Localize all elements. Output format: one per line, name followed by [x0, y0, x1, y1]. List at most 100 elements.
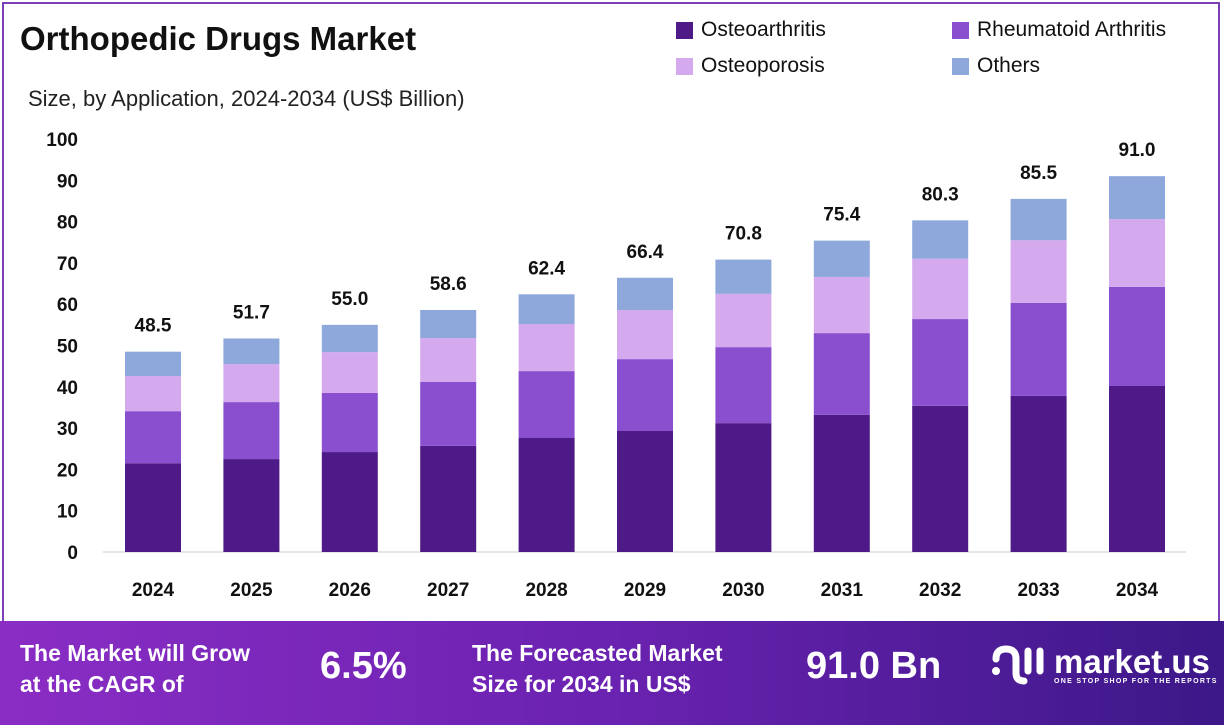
y-tick-label: 50 [57, 337, 78, 358]
x-tick-label: 2033 [1017, 580, 1059, 601]
bar-segment-osteoporosis [1109, 219, 1165, 287]
y-tick-label: 40 [57, 378, 78, 399]
bar-segment-osteoporosis [321, 352, 378, 393]
total-label: 75.4 [823, 205, 860, 226]
bar-segment-osteoarthritis [223, 459, 280, 552]
bar-segment-rheumatoid-arthritis [420, 381, 477, 446]
bar-chart: 010203040506070809010048.5202451.7202555… [46, 130, 1186, 601]
total-label: 51.7 [233, 302, 270, 323]
y-tick-label: 90 [57, 171, 78, 192]
bar-segment-others [912, 220, 969, 259]
x-tick-label: 2032 [919, 580, 961, 601]
bar-segment-others [715, 259, 772, 294]
legend-label: Osteoarthritis [701, 18, 826, 41]
forecast-label-line: The Forecasted Market [472, 640, 723, 666]
x-tick-label: 2024 [132, 580, 175, 601]
bar-segment-others [813, 240, 870, 277]
bar-segment-osteoarthritis [420, 445, 477, 552]
bar-segment-osteoporosis [617, 309, 673, 360]
x-tick-label: 2028 [525, 580, 567, 601]
logo-tagline: ONE STOP SHOP FOR THE REPORTS [1054, 677, 1218, 685]
logo-icon [992, 645, 1044, 685]
forecast-value: 91.0 Bn [806, 645, 942, 687]
bar-segment-osteoporosis [125, 376, 181, 412]
total-label: 62.4 [528, 258, 565, 279]
total-label: 70.8 [725, 224, 762, 245]
logo-name: market.us [1054, 642, 1210, 680]
bar-segment-rheumatoid-arthritis [518, 371, 575, 439]
legend-swatch [676, 21, 693, 39]
x-tick-label: 2034 [1116, 580, 1159, 601]
total-label: 66.4 [627, 242, 664, 263]
legend-swatch [676, 57, 693, 75]
bar-segment-osteoporosis [223, 364, 280, 403]
legend-label: Others [977, 54, 1041, 77]
y-tick-label: 100 [46, 130, 78, 151]
bar-segment-osteoarthritis [125, 463, 181, 552]
bar-segment-rheumatoid-arthritis [617, 359, 673, 431]
y-tick-label: 80 [57, 213, 78, 234]
bar-segment-others [518, 294, 575, 325]
bar-segment-osteoporosis [715, 293, 772, 348]
x-tick-label: 2025 [230, 580, 273, 601]
bar-segment-rheumatoid-arthritis [1010, 302, 1067, 396]
bar-segment-osteoarthritis [1109, 385, 1165, 552]
bar-segment-osteoporosis [1010, 240, 1067, 303]
bar-segment-osteoarthritis [912, 405, 969, 552]
bar-segment-others [1010, 198, 1067, 241]
legend-swatch [952, 57, 969, 75]
bar-segment-rheumatoid-arthritis [715, 347, 772, 424]
x-tick-label: 2026 [329, 580, 371, 601]
bar-segment-osteoporosis [518, 324, 575, 372]
legend-item-osteoporosis: Osteoporosis [676, 54, 825, 78]
legend-item-others: Others [952, 54, 1040, 78]
bar-segment-rheumatoid-arthritis [1109, 286, 1165, 386]
legend-swatch [952, 21, 969, 39]
bar-segment-others [1109, 176, 1165, 220]
x-tick-label: 2030 [722, 580, 764, 601]
cagr-label-line: The Market will Grow [20, 640, 251, 666]
bar-segment-osteoarthritis [813, 414, 870, 552]
y-tick-label: 0 [67, 543, 78, 564]
total-label: 58.6 [430, 274, 467, 295]
bar-segment-others [420, 309, 477, 339]
market-us-logo: market.us ONE STOP SHOP FOR THE REPORTS [990, 643, 1218, 687]
forecast-label: The Forecasted Market Size for 2034 in US… [472, 638, 782, 700]
bar-segment-osteoporosis [420, 338, 477, 382]
x-tick-label: 2029 [624, 580, 666, 601]
bar-segment-osteoporosis [813, 276, 870, 334]
bar-segment-osteoarthritis [321, 452, 378, 552]
bar-segment-others [617, 277, 673, 310]
total-label: 91.0 [1119, 140, 1156, 161]
bar-segment-osteoarthritis [715, 423, 772, 552]
total-label: 80.3 [922, 184, 959, 205]
y-tick-label: 20 [57, 460, 78, 481]
bar-segment-rheumatoid-arthritis [223, 402, 280, 460]
legend-item-rheumatoid-arthritis: Rheumatoid Arthritis [952, 18, 1166, 42]
total-label: 48.5 [135, 316, 172, 337]
cagr-value: 6.5% [320, 645, 407, 687]
bar-segment-others [223, 338, 280, 365]
bar-segment-others [321, 324, 378, 353]
x-tick-label: 2031 [821, 580, 864, 601]
forecast-label-line: Size for 2034 in US$ [472, 671, 691, 697]
bar-segment-rheumatoid-arthritis [813, 333, 870, 415]
bar-segment-osteoarthritis [1010, 395, 1067, 552]
cagr-label-line: at the CAGR of [20, 671, 184, 697]
bar-segment-osteoarthritis [617, 430, 673, 552]
y-tick-label: 70 [57, 254, 78, 275]
chart-title: Orthopedic Drugs Market [20, 20, 417, 57]
total-label: 55.0 [331, 289, 368, 310]
y-tick-label: 10 [57, 502, 78, 523]
bar-segment-osteoarthritis [518, 438, 575, 552]
chart-subtitle: Size, by Application, 2024-2034 (US$ Bil… [28, 86, 465, 111]
legend: Osteoarthritis Rheumatoid Arthritis Oste… [676, 18, 1224, 88]
bar-segment-rheumatoid-arthritis [912, 319, 969, 406]
bar-segment-rheumatoid-arthritis [321, 392, 378, 453]
bar-segment-others [125, 351, 181, 377]
legend-label: Osteoporosis [701, 54, 825, 77]
cagr-label: The Market will Grow at the CAGR of [20, 638, 300, 700]
legend-item-osteoarthritis: Osteoarthritis [676, 18, 826, 42]
bar-segment-rheumatoid-arthritis [125, 411, 181, 464]
x-tick-label: 2027 [427, 580, 469, 601]
